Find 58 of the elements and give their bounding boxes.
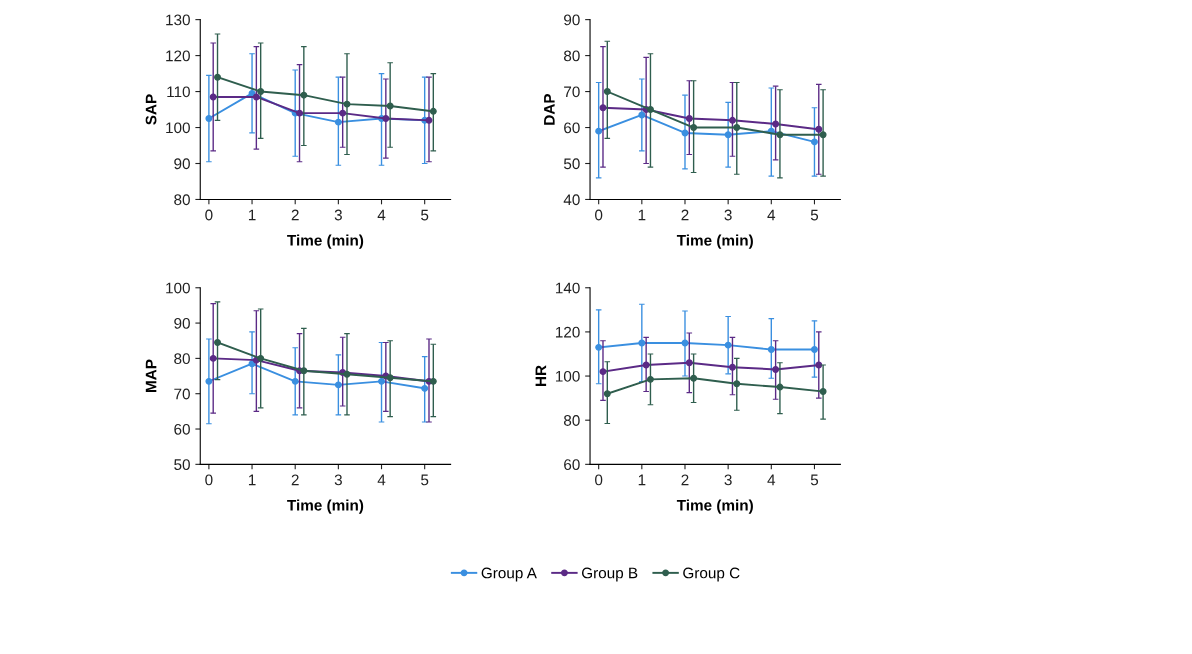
y-tick-label: 50 bbox=[563, 158, 580, 170]
y-tick-label: 60 bbox=[564, 459, 580, 471]
x-tick-label: 2 bbox=[681, 474, 689, 486]
y-tick-label: 100 bbox=[556, 370, 580, 382]
x-tick-label: 2 bbox=[681, 209, 689, 221]
y-tick-label: 120 bbox=[166, 50, 190, 62]
x-tick-label: 3 bbox=[724, 209, 732, 221]
x-tick-label: 4 bbox=[767, 209, 776, 221]
y-axis-title: MAP bbox=[145, 359, 157, 392]
legend-label: Group B bbox=[581, 567, 638, 582]
x-tick-label: 3 bbox=[334, 209, 342, 221]
x-tick-label: 5 bbox=[810, 209, 819, 221]
y-axis-title: SAP bbox=[145, 94, 157, 125]
x-tick-label: 1 bbox=[638, 474, 646, 486]
x-axis-title: Time (min) bbox=[287, 234, 364, 249]
x-tick-label: 1 bbox=[248, 209, 256, 221]
x-tick-label: 1 bbox=[638, 209, 646, 221]
y-tick-label: 140 bbox=[556, 282, 580, 294]
y-tick-label: 100 bbox=[166, 282, 190, 294]
x-tick-label: 2 bbox=[291, 209, 299, 221]
x-axis-title: Time (min) bbox=[287, 499, 364, 514]
x-tick-label: 4 bbox=[377, 209, 386, 221]
y-tick-label: 80 bbox=[174, 353, 190, 365]
y-tick-label: 80 bbox=[563, 415, 580, 426]
x-tick-label: 5 bbox=[421, 474, 429, 486]
y-tick-label: 40 bbox=[563, 194, 580, 206]
y-axis-title: DAP bbox=[544, 93, 555, 125]
x-tick-label: 0 bbox=[205, 474, 213, 486]
y-tick-label: 60 bbox=[564, 122, 580, 134]
x-tick-label: 1 bbox=[248, 474, 256, 486]
y-tick-label: 110 bbox=[167, 86, 190, 98]
x-tick-label: 4 bbox=[377, 474, 386, 486]
y-tick-label: 70 bbox=[564, 86, 580, 98]
x-tick-label: 3 bbox=[334, 474, 342, 486]
y-tick-label: 90 bbox=[174, 158, 190, 170]
x-tick-label: 3 bbox=[724, 474, 732, 486]
y-tick-label: 60 bbox=[174, 423, 190, 435]
y-tick-label: 90 bbox=[564, 14, 580, 26]
x-tick-label: 0 bbox=[595, 209, 603, 221]
y-tick-label: 80 bbox=[174, 194, 190, 206]
y-tick-label: 90 bbox=[174, 317, 190, 329]
y-tick-label: 100 bbox=[166, 122, 190, 134]
y-tick-label: 50 bbox=[174, 459, 190, 471]
legend-label: Group C bbox=[683, 567, 740, 582]
x-axis-title: Time (min) bbox=[676, 234, 753, 249]
x-tick-label: 2 bbox=[291, 474, 299, 486]
y-axis-title: HR bbox=[535, 365, 547, 387]
x-tick-label: 0 bbox=[205, 209, 213, 221]
y-tick-label: 70 bbox=[174, 388, 190, 400]
y-tick-label: 120 bbox=[556, 326, 580, 338]
x-axis-title: Time (min) bbox=[676, 499, 753, 514]
x-tick-label: 5 bbox=[421, 209, 429, 221]
y-tick-label: 130 bbox=[166, 14, 190, 26]
legend-label: Group A bbox=[481, 567, 537, 582]
x-tick-label: 5 bbox=[810, 474, 819, 486]
x-tick-label: 0 bbox=[595, 474, 603, 486]
y-tick-label: 80 bbox=[563, 50, 580, 62]
x-tick-label: 4 bbox=[767, 474, 776, 486]
